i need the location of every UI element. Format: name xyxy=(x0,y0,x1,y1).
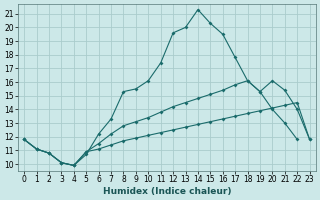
X-axis label: Humidex (Indice chaleur): Humidex (Indice chaleur) xyxy=(103,187,231,196)
